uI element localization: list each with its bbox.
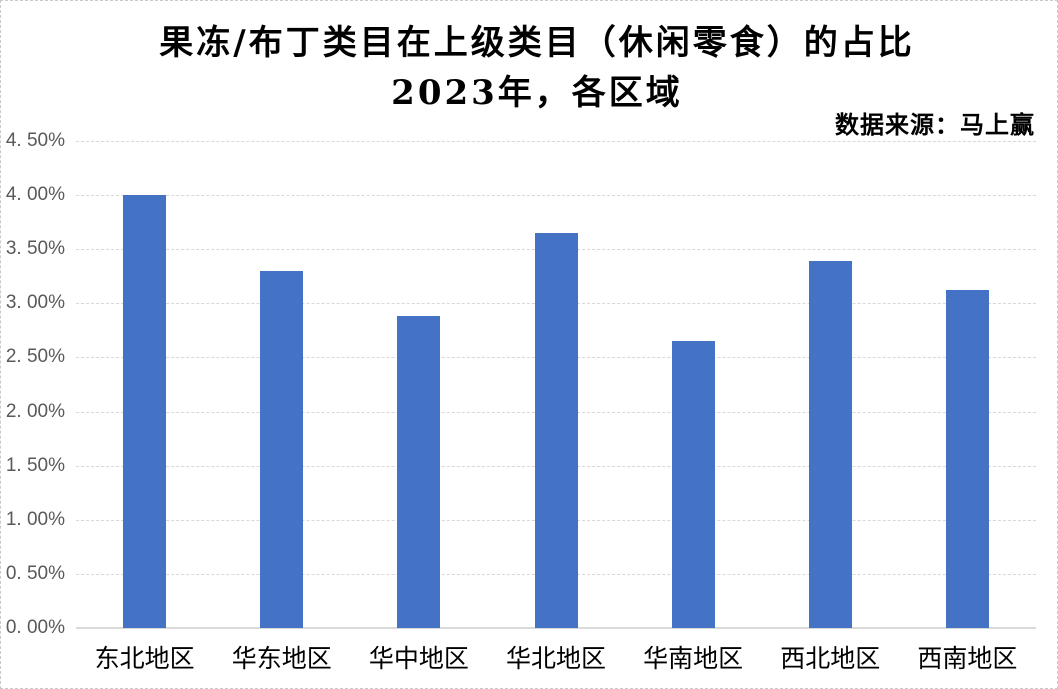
y-tick-label: 4. 00%	[5, 184, 65, 206]
x-axis-label: 华东地区	[231, 644, 332, 673]
bar	[534, 233, 578, 628]
x-axis-label: 华中地区	[368, 644, 469, 673]
chart-subtitle: 2023年，各区域	[391, 73, 683, 113]
bar	[397, 316, 441, 628]
y-tick-label: 1. 00%	[5, 508, 65, 530]
y-tick-label: 0. 50%	[5, 562, 65, 584]
y-tick-label: 2. 50%	[5, 346, 65, 368]
y-tick-label: 1. 50%	[5, 454, 65, 476]
x-axis-label: 西北地区	[780, 644, 881, 673]
x-axis-label: 华南地区	[643, 644, 744, 673]
bar	[671, 341, 715, 628]
bar	[808, 261, 852, 628]
gridline	[76, 195, 1036, 197]
x-axis-label: 西南地区	[917, 644, 1018, 673]
bar	[123, 195, 167, 628]
data-source-label: 数据来源：马上赢	[835, 110, 1035, 139]
y-tick-label: 3. 50%	[5, 238, 65, 260]
gridline	[76, 141, 1036, 142]
x-axis-label: 东北地区	[94, 644, 195, 673]
y-tick-label: 2. 00%	[5, 400, 65, 422]
bar	[260, 270, 304, 628]
bar	[945, 290, 989, 628]
x-axis-line	[76, 627, 1036, 629]
chart-title: 果冻/布丁类目在上级类目（休闲零食）的占比	[159, 23, 915, 63]
y-tick-label: 4. 50%	[5, 130, 65, 151]
y-tick-label: 3. 00%	[5, 292, 65, 314]
x-axis-label: 华北地区	[505, 644, 606, 673]
y-tick-label: 0. 00%	[5, 617, 65, 638]
plot-area	[76, 141, 1036, 629]
